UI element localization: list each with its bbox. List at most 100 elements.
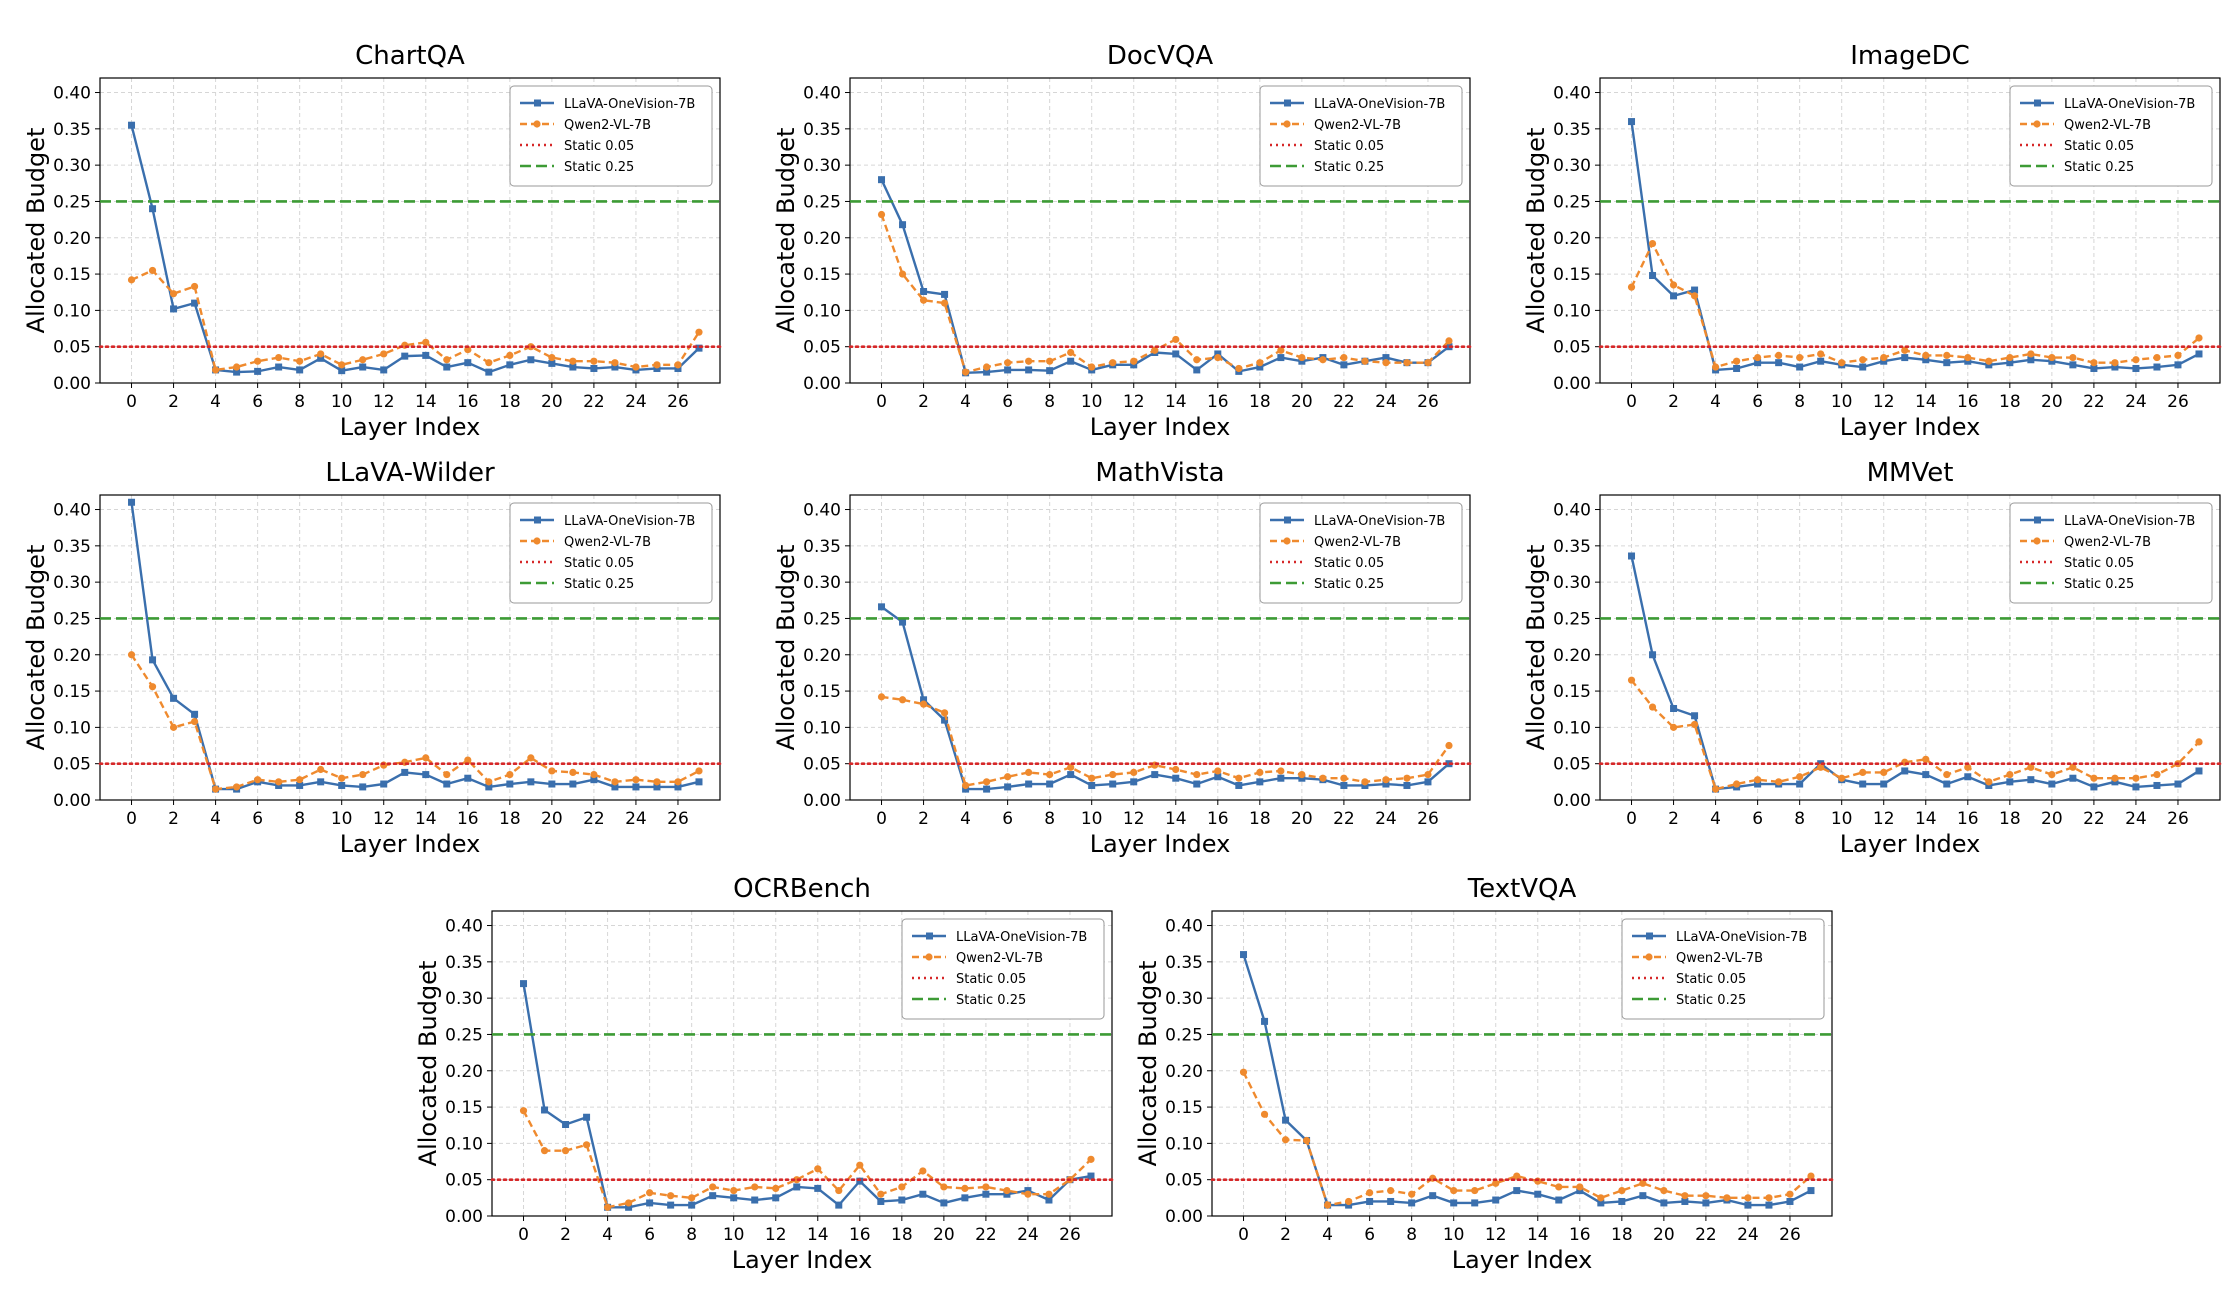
legend-label: Qwen2-VL-7B [1314, 118, 1401, 133]
y-tick-label: 0.25 [445, 1025, 483, 1045]
legend-label: Qwen2-VL-7B [2064, 118, 2151, 133]
data-point [275, 778, 283, 786]
data-point [569, 363, 577, 371]
data-point [1130, 768, 1138, 777]
data-point [1681, 1197, 1689, 1205]
data-point [1172, 350, 1180, 358]
data-point [1408, 1190, 1416, 1198]
data-point [983, 363, 991, 371]
data-point [443, 363, 451, 371]
data-point [1256, 359, 1264, 367]
y-axis-label: Allocated Budget [1134, 961, 1162, 1167]
data-point [1387, 1186, 1395, 1195]
data-point [1901, 767, 1909, 775]
x-tick-label: 22 [1333, 392, 1355, 412]
data-point [1796, 353, 1804, 362]
x-tick-label: 4 [1710, 392, 1721, 412]
y-axis-label: Allocated Budget [1522, 128, 1550, 334]
data-point [2132, 356, 2140, 364]
x-tick-label: 2 [168, 392, 179, 412]
data-point [1754, 353, 1762, 362]
data-point [359, 356, 367, 364]
y-tick-label: 0.20 [1165, 1062, 1203, 1082]
panel-imagedc: ImageDC 0 2 4 6 8 10 12 14 16 18 20 22 24 26 0.00 0.05 0.… [1518, 30, 2230, 440]
x-tick-label: 6 [252, 809, 263, 829]
y-tick-label: 0.10 [803, 301, 841, 321]
data-point [1649, 651, 1657, 659]
x-tick-label: 20 [1653, 1225, 1675, 1245]
x-axis-label: Layer Index [1090, 830, 1231, 857]
data-point [1471, 1186, 1479, 1195]
legend-marker [2034, 516, 2041, 524]
x-tick-label: 20 [1291, 392, 1313, 412]
plot-frame [849, 77, 1471, 384]
data-point [1403, 774, 1411, 782]
data-point [1424, 778, 1432, 786]
data-point [877, 693, 886, 701]
legend-marker [926, 932, 933, 940]
x-tick-label: 4 [1322, 1225, 1333, 1245]
x-axis-label: Layer Index [1840, 413, 1981, 440]
data-point [1754, 780, 1762, 788]
y-tick-label: 0.00 [1553, 791, 1591, 811]
x-tick-label: 8 [294, 392, 305, 412]
data-point [982, 1190, 990, 1198]
data-point [1088, 363, 1096, 371]
data-point [254, 357, 262, 365]
data-point [1172, 335, 1180, 344]
y-tick-label: 0.35 [803, 120, 841, 140]
data-point [1711, 363, 1720, 371]
data-point [1492, 1179, 1500, 1187]
data-point [1754, 776, 1762, 784]
y-tick-label: 0.40 [803, 84, 841, 104]
data-point [898, 1196, 906, 1204]
data-point [2090, 774, 2098, 782]
y-tick-label: 0.05 [803, 338, 841, 358]
data-point [1492, 1196, 1500, 1204]
chart-title: OCRBench [733, 874, 871, 904]
x-tick-label: 4 [960, 809, 971, 829]
data-point [1046, 367, 1054, 375]
x-tick-label: 2 [560, 1225, 571, 1245]
data-point [1702, 1199, 1710, 1207]
legend-box [2009, 502, 2213, 604]
panel-textvqa: TextVQA 0 2 4 6 8 10 12 14 16 18 20 22 24 26 0.00 0.05 0.… [1130, 863, 1850, 1273]
data-point [1256, 363, 1264, 371]
x-tick-label: 20 [933, 1225, 955, 1245]
data-point [1382, 780, 1390, 788]
x-tick-label: 18 [891, 1225, 913, 1245]
y-tick-label: 0.00 [445, 1207, 483, 1227]
x-tick-label: 16 [1957, 392, 1979, 412]
data-point [1172, 774, 1180, 782]
data-point [338, 774, 346, 782]
data-point [940, 709, 949, 717]
data-point [485, 368, 493, 376]
data-point [709, 1183, 717, 1191]
data-point [1450, 1186, 1458, 1195]
data-point [1382, 359, 1390, 367]
data-point [519, 1107, 528, 1115]
data-point [1277, 774, 1285, 782]
y-tick-label: 0.00 [803, 374, 841, 394]
legend-marker [1284, 99, 1291, 107]
data-point [590, 357, 598, 365]
chart-title: ImageDC [1850, 41, 1970, 71]
x-tick-label: 22 [1333, 809, 1355, 829]
legend-label: Static 0.05 [956, 972, 1026, 987]
x-tick-label: 14 [415, 392, 437, 412]
x-tick-label: 26 [1059, 1225, 1081, 1245]
data-point [674, 783, 682, 791]
data-point [1345, 1197, 1353, 1206]
data-point [254, 776, 262, 784]
data-point [1901, 354, 1909, 362]
data-point [1985, 778, 1993, 786]
y-axis-label: Allocated Budget [1522, 545, 1550, 751]
data-point [1214, 350, 1222, 358]
data-point [1922, 356, 1930, 364]
data-point [877, 1190, 885, 1198]
y-tick-label: 0.30 [53, 156, 91, 176]
y-tick-label: 0.10 [1553, 301, 1591, 321]
data-point [1046, 357, 1054, 365]
